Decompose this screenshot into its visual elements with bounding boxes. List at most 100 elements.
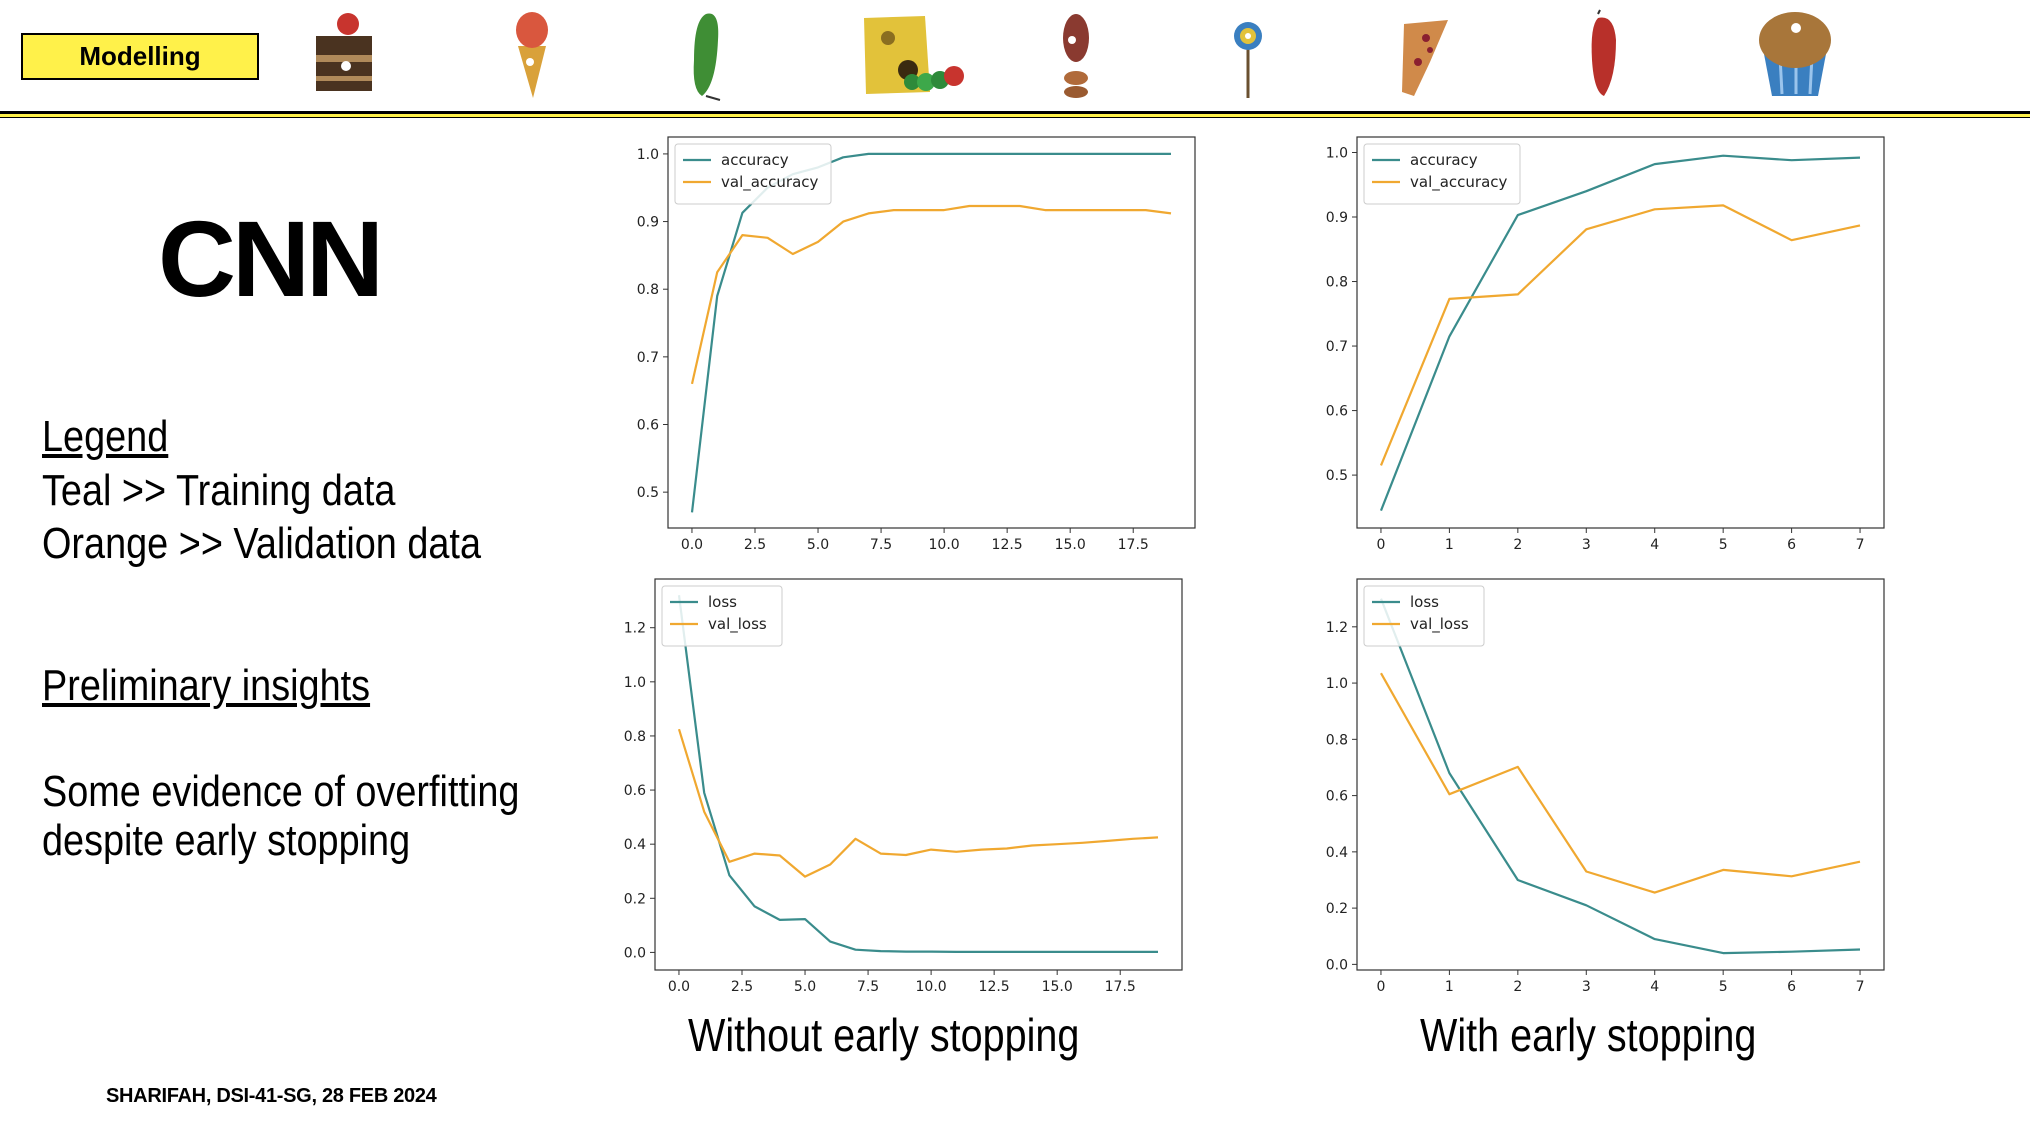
x-tick-label: 15.0 (1055, 537, 1086, 553)
x-tick-label: 4 (1650, 979, 1659, 995)
y-tick-label: 0.4 (1326, 845, 1348, 861)
section-tag: Modelling (21, 33, 259, 80)
x-tick-label: 2 (1513, 537, 1522, 553)
insights-heading: Preliminary insights (42, 661, 371, 710)
salami-cookies-icon (1063, 14, 1089, 98)
legend-label-val-loss: val_loss (708, 615, 767, 634)
x-tick-label: 0 (1376, 537, 1385, 553)
legend-label-accuracy: accuracy (1410, 151, 1478, 169)
y-tick-label: 0.7 (1326, 339, 1348, 355)
series-line-val-accuracy (1379, 204, 1861, 466)
x-tick-label: 0.0 (681, 537, 703, 553)
x-tick-label: 6 (1787, 537, 1796, 553)
series-line-accuracy (1379, 154, 1861, 512)
footer-credit: SHARIFAH, DSI-41-SG, 28 FEB 2024 (106, 1085, 437, 1107)
x-tick-label: 10.0 (916, 979, 947, 995)
series-line-val-loss (677, 728, 1159, 878)
header-rule-accent (0, 114, 2030, 117)
swiss-cheese-caterpillar-icon (864, 16, 964, 94)
y-tick-label: 0.0 (624, 945, 646, 961)
x-tick-label: 0 (1376, 979, 1385, 995)
x-tick-label: 7 (1856, 979, 1865, 995)
header-rule-thin (0, 117, 2030, 118)
legend-line-validation: Orange >> Validation data (42, 519, 481, 568)
slide-title: CNN (158, 198, 384, 319)
plot-frame (1356, 578, 1885, 971)
series-line-accuracy (690, 152, 1171, 513)
legend-label-accuracy: accuracy (721, 151, 789, 169)
chocolate-cake-icon (316, 13, 372, 91)
y-tick-label: 1.2 (624, 621, 646, 637)
x-tick-label: 5.0 (807, 537, 829, 553)
legend-box (674, 143, 832, 205)
y-tick-label: 0.0 (1326, 957, 1348, 973)
x-tick-label: 2 (1513, 979, 1522, 995)
ice-cream-cone-icon (516, 12, 548, 98)
x-tick-label: 0.0 (668, 979, 690, 995)
legend-label-val-accuracy: val_accuracy (721, 173, 819, 192)
legend-line-training: Teal >> Training data (42, 466, 396, 515)
series-line-loss (677, 595, 1158, 953)
y-tick-label: 0.8 (637, 282, 659, 298)
y-tick-label: 1.0 (637, 147, 659, 163)
sausage-icon (1591, 9, 1616, 96)
plot-frame (654, 578, 1183, 971)
series-line-loss (1379, 598, 1861, 955)
x-tick-label: 4 (1650, 537, 1659, 553)
cherry-pie-icon (1402, 20, 1448, 96)
x-tick-label: 5 (1719, 537, 1728, 553)
plot-frame (667, 136, 1196, 529)
plot-frame (1356, 136, 1885, 529)
legend-label-loss: loss (708, 593, 737, 611)
x-tick-label: 3 (1582, 537, 1591, 553)
x-tick-label: 17.5 (1105, 979, 1136, 995)
x-tick-label: 6 (1787, 979, 1796, 995)
y-tick-label: 1.0 (1326, 676, 1348, 692)
chart-accuracy-early-stopping: 0 1 2 3 4 5 6 7 0.5 0.6 0.7 0.8 0.9 1.0 accuracy val_ac… (1326, 136, 1885, 553)
x-tick-label: 2.5 (731, 979, 753, 995)
x-tick-label: 5.0 (794, 979, 816, 995)
x-tick-label: 17.5 (1118, 537, 1149, 553)
legend-label-val-accuracy: val_accuracy (1410, 173, 1508, 192)
series-line-val-loss (1380, 672, 1861, 894)
chart-accuracy-no-early-stopping: 0.0 2.5 5.0 7.5 10.0 12.5 15.0 17.5 0.5 0.6 0.7 0.8… (637, 136, 1196, 553)
legend-label-loss: loss (1410, 593, 1439, 611)
chart-loss-early-stopping: 0 1 2 3 4 5 6 7 0.0 0.2 0.4 0.6 0.8 1.0 1.2 loss val_los… (1326, 578, 1885, 995)
x-tick-label: 3 (1582, 979, 1591, 995)
x-tick-label: 7.5 (870, 537, 892, 553)
legend-heading: Legend (42, 412, 169, 461)
x-tick-label: 7 (1856, 537, 1865, 553)
header-rule (0, 111, 2030, 114)
y-tick-label: 1.0 (1326, 145, 1348, 161)
pickle-icon (693, 13, 721, 101)
caption-without-early-stopping: Without early stopping (688, 1009, 1080, 1061)
x-tick-label: 10.0 (929, 537, 960, 553)
x-tick-label: 5 (1719, 979, 1728, 995)
y-tick-label: 0.6 (637, 418, 659, 434)
caption-with-early-stopping: With early stopping (1420, 1009, 1757, 1061)
y-tick-label: 0.2 (1326, 901, 1348, 917)
y-tick-label: 0.5 (637, 485, 659, 501)
x-tick-label: 7.5 (857, 979, 879, 995)
series-line-val-accuracy (690, 204, 1172, 385)
x-tick-label: 1 (1445, 537, 1454, 553)
food-illustration-strip (316, 9, 1831, 101)
lollipop-icon (1234, 22, 1262, 98)
y-tick-label: 1.0 (624, 675, 646, 691)
legend-label-val-loss: val_loss (1410, 615, 1469, 634)
insight-line-2: despite early stopping (42, 816, 411, 865)
y-tick-label: 1.2 (1326, 620, 1348, 636)
cupcake-icon (1759, 12, 1831, 96)
y-tick-label: 0.5 (1326, 468, 1348, 484)
y-tick-label: 0.8 (1326, 275, 1348, 291)
legend-box (1363, 143, 1521, 205)
x-tick-label: 2.5 (744, 537, 766, 553)
y-tick-label: 0.8 (624, 729, 646, 745)
y-tick-label: 0.9 (637, 215, 659, 231)
insight-line-1: Some evidence of overfitting (42, 767, 520, 816)
x-tick-label: 12.5 (992, 537, 1023, 553)
y-tick-label: 0.6 (1326, 789, 1348, 805)
y-tick-label: 0.8 (1326, 732, 1348, 748)
y-tick-label: 0.2 (624, 891, 646, 907)
x-tick-label: 12.5 (979, 979, 1010, 995)
